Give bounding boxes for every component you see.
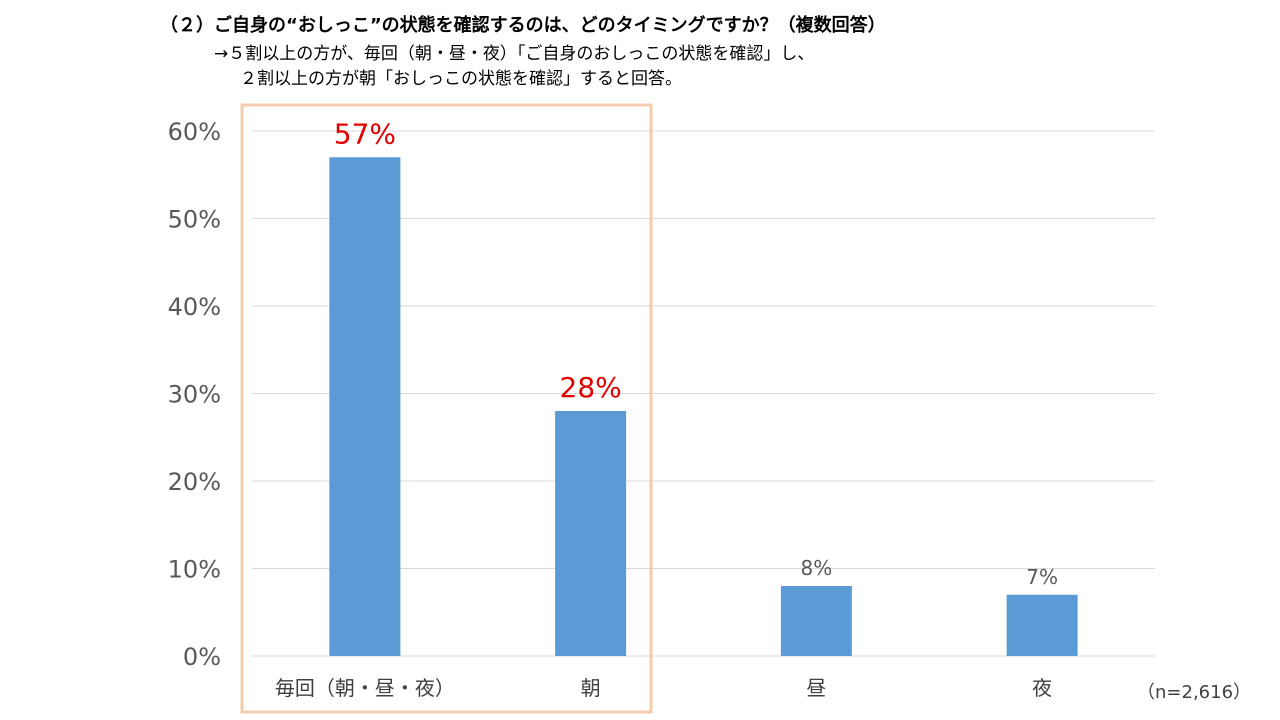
chart-title: （２）ご自身の“おしっこ”の状態を確認するのは、どのタイミングですか？（複数回答…	[160, 15, 886, 36]
y-tick-label: 20%	[168, 468, 221, 496]
y-tick-label: 40%	[168, 293, 221, 321]
data-label: 28%	[560, 371, 622, 404]
y-tick-label: 30%	[168, 381, 221, 409]
bar	[329, 157, 401, 656]
x-tick-label: 昼	[806, 676, 826, 700]
x-tick-label: 朝	[581, 676, 601, 700]
sample-size-note: （n=2,616）	[1137, 682, 1252, 703]
bar	[1006, 594, 1078, 656]
y-tick-label: 60%	[168, 118, 221, 146]
chart-subtitle-line-1: →５割以上の方が、毎回（朝・昼・夜）「ご自身のおしっこの状態を確認」し、	[214, 44, 815, 64]
data-label: 7%	[1026, 565, 1058, 589]
y-tick-label: 10%	[168, 556, 221, 584]
y-tick-label: 0%	[183, 643, 221, 671]
bar	[780, 586, 852, 656]
highlight-box	[240, 103, 653, 714]
data-label: 57%	[334, 117, 396, 150]
y-tick-label: 50%	[168, 206, 221, 234]
chart-subtitle-line-2: ２割以上の方が朝「おしっこの状態を確認」すると回答。	[240, 69, 682, 89]
x-tick-label: 毎回（朝・昼・夜）	[275, 676, 455, 700]
data-label: 8%	[801, 556, 833, 580]
x-tick-label: 夜	[1032, 676, 1052, 700]
bar	[555, 411, 627, 656]
